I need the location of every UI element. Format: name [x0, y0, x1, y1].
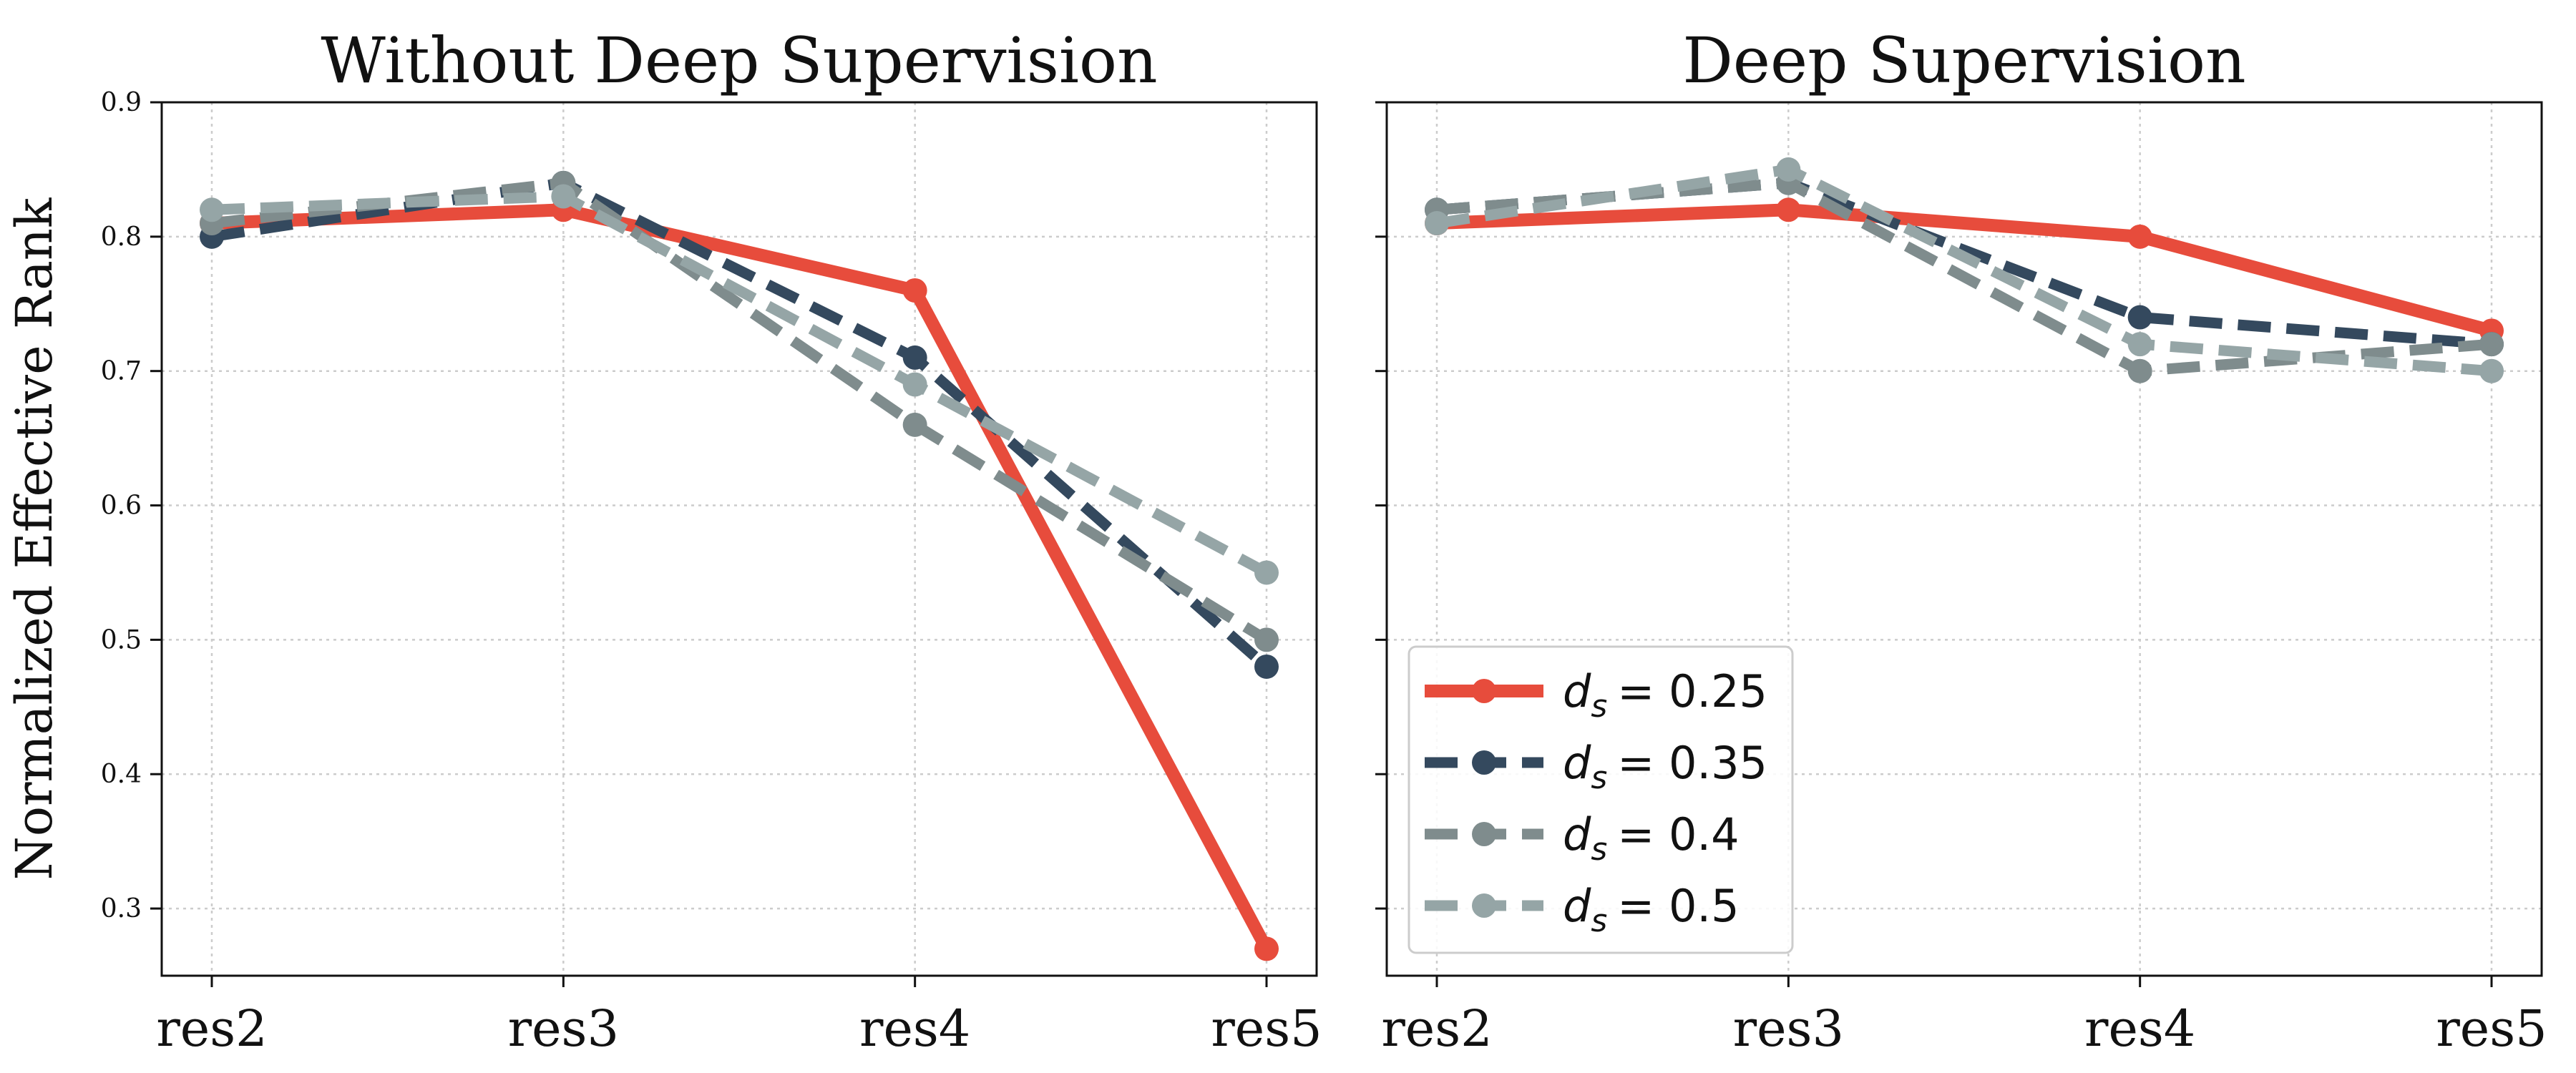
- legend-box: [1407, 645, 1794, 954]
- legend-value: = 0.5: [1617, 880, 1739, 932]
- legend-label: ds = 0.25: [1563, 665, 1767, 725]
- legend-symbol: d: [1563, 665, 1591, 717]
- legend-label: ds = 0.35: [1563, 737, 1767, 796]
- legend-label: ds = 0.5: [1563, 880, 1740, 939]
- plot-frame: [1385, 101, 2543, 977]
- x-tick-label: res5: [2436, 999, 2547, 1058]
- data-point: [1425, 211, 1449, 236]
- y-axis-label: Normalized Effective Rank: [5, 197, 64, 880]
- legend-subscript: s: [1591, 831, 1607, 868]
- data-point: [1776, 157, 1801, 182]
- legend-symbol: d: [1563, 880, 1591, 932]
- x-tick-label: res3: [508, 999, 619, 1058]
- legend-value: = 0.25: [1617, 665, 1767, 717]
- x-tick-label: res3: [1733, 999, 1844, 1058]
- data-point: [1254, 936, 1279, 961]
- series-line: [211, 203, 1272, 952]
- data-point: [551, 184, 576, 209]
- legend-marker: [1472, 750, 1496, 775]
- legend-symbol: d: [1563, 808, 1591, 861]
- x-tick-label: res4: [2084, 999, 2195, 1058]
- legend-value: = 0.4: [1617, 808, 1739, 861]
- plot-frame: [160, 101, 1318, 977]
- data-point: [2127, 224, 2152, 249]
- series-line: [211, 190, 1269, 578]
- y-tick-label: 0.3: [101, 894, 142, 923]
- chart-title: Without Deep Supervision: [321, 24, 1157, 97]
- data-point: [2127, 305, 2152, 330]
- x-tick-label: res5: [1211, 999, 1322, 1058]
- legend-marker: [1472, 822, 1496, 846]
- legend-subscript: s: [1591, 760, 1607, 796]
- y-tick-label: 0.9: [101, 88, 142, 117]
- data-point: [1776, 197, 1801, 222]
- legend-subscript: s: [1591, 688, 1607, 725]
- x-tick-label: res2: [156, 999, 267, 1058]
- y-tick-label: 0.5: [101, 625, 142, 655]
- series-line: [1436, 203, 2494, 338]
- data-point: [902, 345, 927, 370]
- series-line: [210, 177, 1270, 671]
- data-point: [902, 412, 927, 437]
- data-point: [1254, 654, 1279, 679]
- data-point: [2127, 332, 2152, 357]
- data-point: [2479, 358, 2504, 383]
- data-point: [902, 278, 927, 303]
- legend-label: ds = 0.4: [1563, 808, 1740, 868]
- data-point: [200, 197, 224, 222]
- y-tick-label: 0.7: [101, 357, 142, 386]
- legend-symbol: d: [1563, 737, 1591, 789]
- data-point: [1254, 627, 1279, 652]
- y-tick-label: 0.4: [101, 760, 142, 789]
- legend-value: = 0.35: [1617, 737, 1767, 789]
- x-tick-label: res4: [859, 999, 970, 1058]
- data-point: [902, 372, 927, 397]
- y-tick-label: 0.6: [101, 491, 142, 521]
- x-tick-label: res2: [1381, 999, 1492, 1058]
- legend-marker: [1472, 679, 1496, 703]
- chart-title: Deep Supervision: [1682, 24, 2245, 97]
- data-point: [2479, 332, 2504, 357]
- legend-subscript: s: [1591, 903, 1607, 939]
- legend-marker: [1472, 893, 1496, 918]
- data-point: [2127, 358, 2152, 383]
- y-tick-label: 0.8: [101, 222, 142, 252]
- series-line: [1435, 164, 2492, 377]
- data-point: [1254, 560, 1279, 585]
